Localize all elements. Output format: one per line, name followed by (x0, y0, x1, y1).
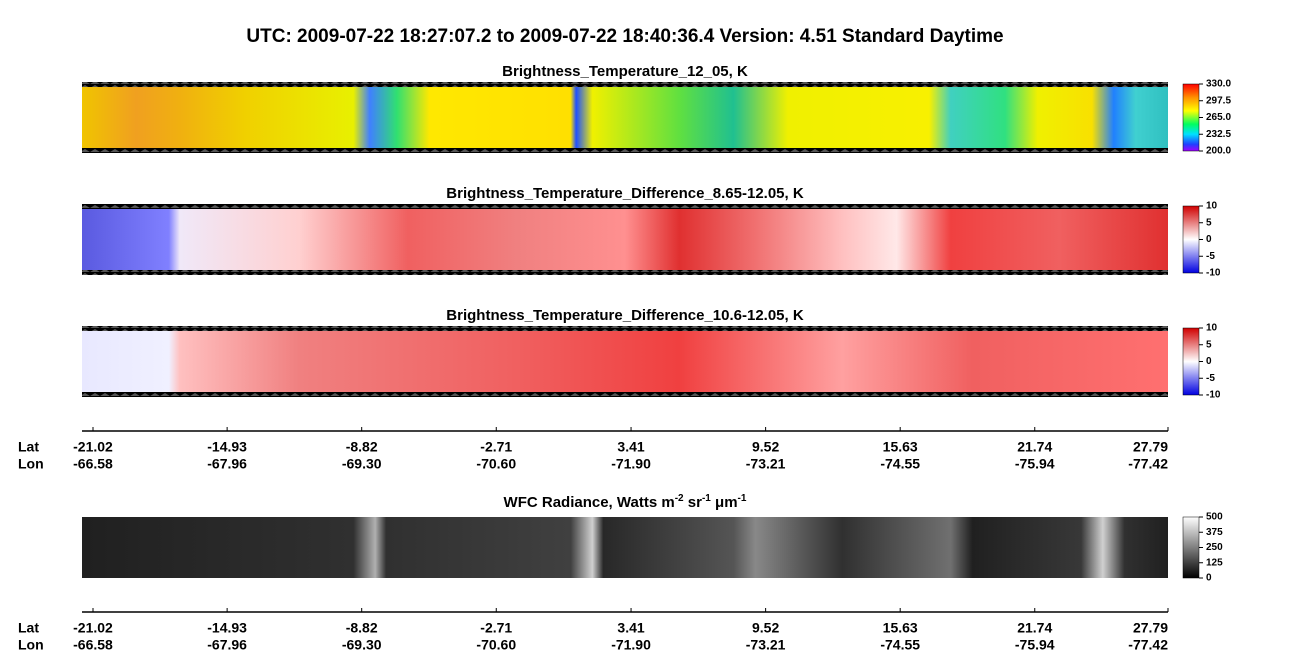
lon-tick-label: -66.58 (73, 456, 113, 472)
colorbar-tick-label: -5 (1206, 251, 1215, 262)
colorbar-tick-label: 0 (1206, 573, 1212, 584)
lat-tick-label: 9.52 (752, 439, 779, 455)
colorbar-tick-label: 0 (1206, 234, 1212, 245)
axis-row-label: Lat (18, 620, 39, 636)
image-strip (82, 206, 1168, 273)
colorbar-tick-label: 125 (1206, 557, 1223, 568)
lat-tick-label: -2.71 (480, 620, 512, 636)
lon-tick-label: -75.94 (1015, 637, 1055, 653)
lon-tick-label: -71.90 (611, 456, 651, 472)
lat-tick-label: 15.63 (883, 620, 918, 636)
swath-edge (82, 148, 1168, 153)
panel-title: Brightness_Temperature_12_05, K (502, 63, 748, 80)
image-strip (82, 517, 1168, 578)
panel-title: WFC Radiance, Watts m-2 sr-1 μm-1 (504, 493, 747, 511)
lon-tick-label: -70.60 (476, 456, 516, 472)
swath-edge (82, 270, 1168, 275)
title-part: μm (711, 494, 738, 511)
lat-tick-label: 3.41 (617, 620, 644, 636)
lat-tick-label: 21.74 (1017, 439, 1052, 455)
swath-edge (82, 82, 1168, 87)
panel-title: Brightness_Temperature_Difference_10.6-1… (446, 307, 804, 324)
colorbar (1182, 516, 1200, 579)
colorbar-tick-label: 265.0 (1206, 112, 1231, 123)
lon-tick-label: -71.90 (611, 637, 651, 653)
colorbar-tick-label: -10 (1206, 268, 1221, 279)
lat-tick-label: 27.79 (1133, 439, 1168, 455)
colorbar (1182, 327, 1200, 396)
lat-tick-label: 15.63 (883, 439, 918, 455)
lon-tick-label: -67.96 (207, 456, 247, 472)
colorbar-tick-label: -10 (1206, 390, 1221, 401)
lat-tick-label: -14.93 (207, 620, 247, 636)
image-strip (82, 84, 1168, 151)
swath-edge (82, 392, 1168, 397)
swath-edge (82, 326, 1168, 331)
lon-tick-label: -75.94 (1015, 456, 1055, 472)
lat-tick-label: -14.93 (207, 439, 247, 455)
lat-tick-label: 3.41 (617, 439, 644, 455)
colorbar-tick-label: 0 (1206, 356, 1212, 367)
lat-tick-label: -2.71 (480, 439, 512, 455)
lat-tick-label: -8.82 (346, 439, 378, 455)
title-superscript: -1 (738, 493, 747, 504)
lat-tick-label: -21.02 (73, 439, 113, 455)
lon-tick-label: -74.55 (880, 637, 920, 653)
colorbar-tick-label: 10 (1206, 323, 1218, 334)
colorbar-tick-label: 232.5 (1206, 129, 1231, 140)
colorbar-tick-label: 297.5 (1206, 95, 1231, 106)
colorbar-tick-label: 5 (1206, 217, 1212, 228)
colorbar-tick-label: 330.0 (1206, 79, 1231, 90)
lon-tick-label: -73.21 (746, 456, 786, 472)
lon-tick-label: -69.30 (342, 637, 382, 653)
colorbar-tick-label: 10 (1206, 201, 1218, 212)
lon-tick-label: -73.21 (746, 637, 786, 653)
colorbar-tick-label: 200.0 (1206, 146, 1231, 157)
axis-row-label: Lon (18, 456, 44, 472)
axis-row-label: Lat (18, 439, 39, 455)
lon-tick-label: -77.42 (1128, 637, 1168, 653)
title-superscript: -2 (675, 493, 684, 504)
lon-tick-label: -69.30 (342, 456, 382, 472)
panel-title: Brightness_Temperature_Difference_8.65-1… (446, 185, 804, 202)
lat-tick-label: 21.74 (1017, 620, 1052, 636)
colorbar (1182, 205, 1200, 274)
title-part: sr (684, 494, 703, 511)
lon-tick-label: -67.96 (207, 637, 247, 653)
lon-tick-label: -66.58 (73, 637, 113, 653)
lon-tick-label: -74.55 (880, 456, 920, 472)
lon-tick-label: -77.42 (1128, 456, 1168, 472)
image-strip (82, 328, 1168, 395)
lat-tick-label: -21.02 (73, 620, 113, 636)
colorbar-tick-label: 5 (1206, 339, 1212, 350)
title-superscript: -1 (702, 493, 711, 504)
title: UTC: 2009-07-22 18:27:07.2 to 2009-07-22… (246, 26, 1003, 47)
axis-row-label: Lon (18, 637, 44, 653)
colorbar-tick-label: -5 (1206, 373, 1215, 384)
colorbar-tick-label: 250 (1206, 542, 1223, 553)
lat-tick-label: -8.82 (346, 620, 378, 636)
colorbar (1182, 83, 1200, 152)
colorbar-tick-label: 500 (1206, 512, 1223, 523)
colorbar-tick-label: 375 (1206, 527, 1223, 538)
lat-tick-label: 9.52 (752, 620, 779, 636)
lat-tick-label: 27.79 (1133, 620, 1168, 636)
swath-edge (82, 204, 1168, 209)
title-part: WFC Radiance, Watts m (504, 494, 675, 511)
lon-tick-label: -70.60 (476, 637, 516, 653)
